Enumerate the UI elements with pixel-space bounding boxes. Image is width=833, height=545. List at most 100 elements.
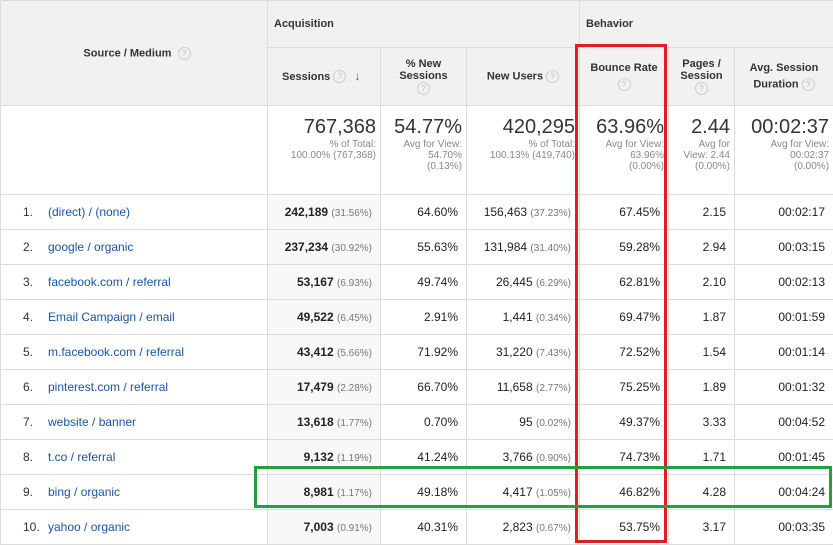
sessions-cell: 237,234 (30.92%): [268, 230, 381, 265]
total-pct-new: 54.77%Avg for View:54.70%(0.13%): [381, 106, 467, 195]
row-number: 2.: [23, 240, 48, 254]
sessions-cell: 13,618 (1.77%): [268, 405, 381, 440]
row-number: 1.: [23, 205, 48, 219]
sessions-cell: 7,003 (0.91%): [268, 510, 381, 545]
source-cell[interactable]: 9.bing / organic: [1, 475, 268, 510]
sessions-cell: 43,412 (5.66%): [268, 335, 381, 370]
duration-cell: 00:01:32: [735, 370, 833, 405]
sessions-cell: 49,522 (6.45%): [268, 300, 381, 335]
help-icon[interactable]: ?: [333, 70, 346, 83]
new-users-cell: 11,658 (2.77%): [467, 370, 580, 405]
row-number: 6.: [23, 380, 48, 394]
new-users-cell: 131,984 (31.40%): [467, 230, 580, 265]
pages-cell: 2.10: [669, 265, 735, 300]
behavior-group-header: Behavior: [580, 1, 833, 48]
duration-cell: 00:03:15: [735, 230, 833, 265]
pages-per-session-header[interactable]: Pages /Session?: [669, 48, 735, 106]
pct-new-cell: 66.70%: [381, 370, 467, 405]
source-cell[interactable]: 2.google / organic: [1, 230, 268, 265]
source-medium-link[interactable]: pinterest.com / referral: [48, 380, 168, 394]
sessions-column-header[interactable]: Sessions ?↓: [268, 48, 381, 106]
totals-row: 767,368% of Total:100.00% (767,368) 54.7…: [1, 106, 833, 195]
source-medium-link[interactable]: Email Campaign / email: [48, 310, 175, 324]
sessions-cell: 17,479 (2.28%): [268, 370, 381, 405]
pct-new-cell: 49.74%: [381, 265, 467, 300]
sessions-cell: 53,167 (6.93%): [268, 265, 381, 300]
new-users-cell: 95 (0.02%): [467, 405, 580, 440]
row-number: 3.: [23, 275, 48, 289]
source-medium-header[interactable]: Source / Medium ?: [1, 1, 268, 106]
duration-cell: 00:04:52: [735, 405, 833, 440]
pages-cell: 2.94: [669, 230, 735, 265]
totals-label-cell: [1, 106, 268, 195]
help-icon[interactable]: ?: [417, 82, 430, 95]
help-icon[interactable]: ?: [178, 47, 191, 60]
source-cell[interactable]: 3.facebook.com / referral: [1, 265, 268, 300]
source-medium-link[interactable]: google / organic: [48, 240, 133, 254]
pct-new-cell: 0.70%: [381, 405, 467, 440]
help-icon[interactable]: ?: [695, 82, 708, 95]
source-medium-link[interactable]: m.facebook.com / referral: [48, 345, 184, 359]
help-icon[interactable]: ?: [546, 70, 559, 83]
duration-cell: 00:02:17: [735, 195, 833, 230]
pages-cell: 2.15: [669, 195, 735, 230]
new-users-cell: 31,220 (7.43%): [467, 335, 580, 370]
source-cell[interactable]: 1.(direct) / (none): [1, 195, 268, 230]
source-cell[interactable]: 4.Email Campaign / email: [1, 300, 268, 335]
row-number: 7.: [23, 415, 48, 429]
pct-new-cell: 40.31%: [381, 510, 467, 545]
pages-cell: 3.17: [669, 510, 735, 545]
table-row[interactable]: 1.(direct) / (none)242,189 (31.56%)64.60…: [1, 195, 833, 230]
new-users-cell: 26,445 (6.29%): [467, 265, 580, 300]
pct-new-cell: 71.92%: [381, 335, 467, 370]
sessions-cell: 242,189 (31.56%): [268, 195, 381, 230]
new-users-cell: 2,823 (0.67%): [467, 510, 580, 545]
source-cell[interactable]: 7.website / banner: [1, 405, 268, 440]
source-medium-link[interactable]: t.co / referral: [48, 450, 115, 464]
source-medium-link[interactable]: (direct) / (none): [48, 205, 130, 219]
source-medium-link[interactable]: bing / organic: [48, 485, 120, 499]
new-users-cell: 1,441 (0.34%): [467, 300, 580, 335]
row-number: 9.: [23, 485, 48, 499]
source-medium-link[interactable]: yahoo / organic: [48, 520, 130, 534]
total-new-users: 420,295% of Total:100.13% (419,740): [467, 106, 580, 195]
help-icon[interactable]: ?: [802, 78, 815, 91]
duration-cell: 00:01:59: [735, 300, 833, 335]
pages-cell: 1.89: [669, 370, 735, 405]
source-cell[interactable]: 8.t.co / referral: [1, 440, 268, 475]
row-number: 10.: [23, 520, 48, 534]
pages-cell: 1.54: [669, 335, 735, 370]
acquisition-group-header: Acquisition: [268, 1, 580, 48]
duration-cell: 00:03:35: [735, 510, 833, 545]
sort-descending-icon[interactable]: ↓: [354, 69, 360, 83]
new-users-header[interactable]: New Users ?: [467, 48, 580, 106]
new-users-cell: 156,463 (37.23%): [467, 195, 580, 230]
source-cell[interactable]: 5.m.facebook.com / referral: [1, 335, 268, 370]
pct-new-cell: 64.60%: [381, 195, 467, 230]
row-number: 4.: [23, 310, 48, 324]
duration-cell: 00:02:13: [735, 265, 833, 300]
bing-row-highlight-box: [254, 466, 832, 508]
row-number: 5.: [23, 345, 48, 359]
pages-cell: 1.87: [669, 300, 735, 335]
source-cell[interactable]: 10.yahoo / organic: [1, 510, 268, 545]
source-cell[interactable]: 6.pinterest.com / referral: [1, 370, 268, 405]
pages-cell: 3.33: [669, 405, 735, 440]
source-medium-link[interactable]: facebook.com / referral: [48, 275, 171, 289]
source-medium-link[interactable]: website / banner: [48, 415, 136, 429]
row-number: 8.: [23, 450, 48, 464]
pct-new-cell: 2.91%: [381, 300, 467, 335]
duration-cell: 00:01:14: [735, 335, 833, 370]
